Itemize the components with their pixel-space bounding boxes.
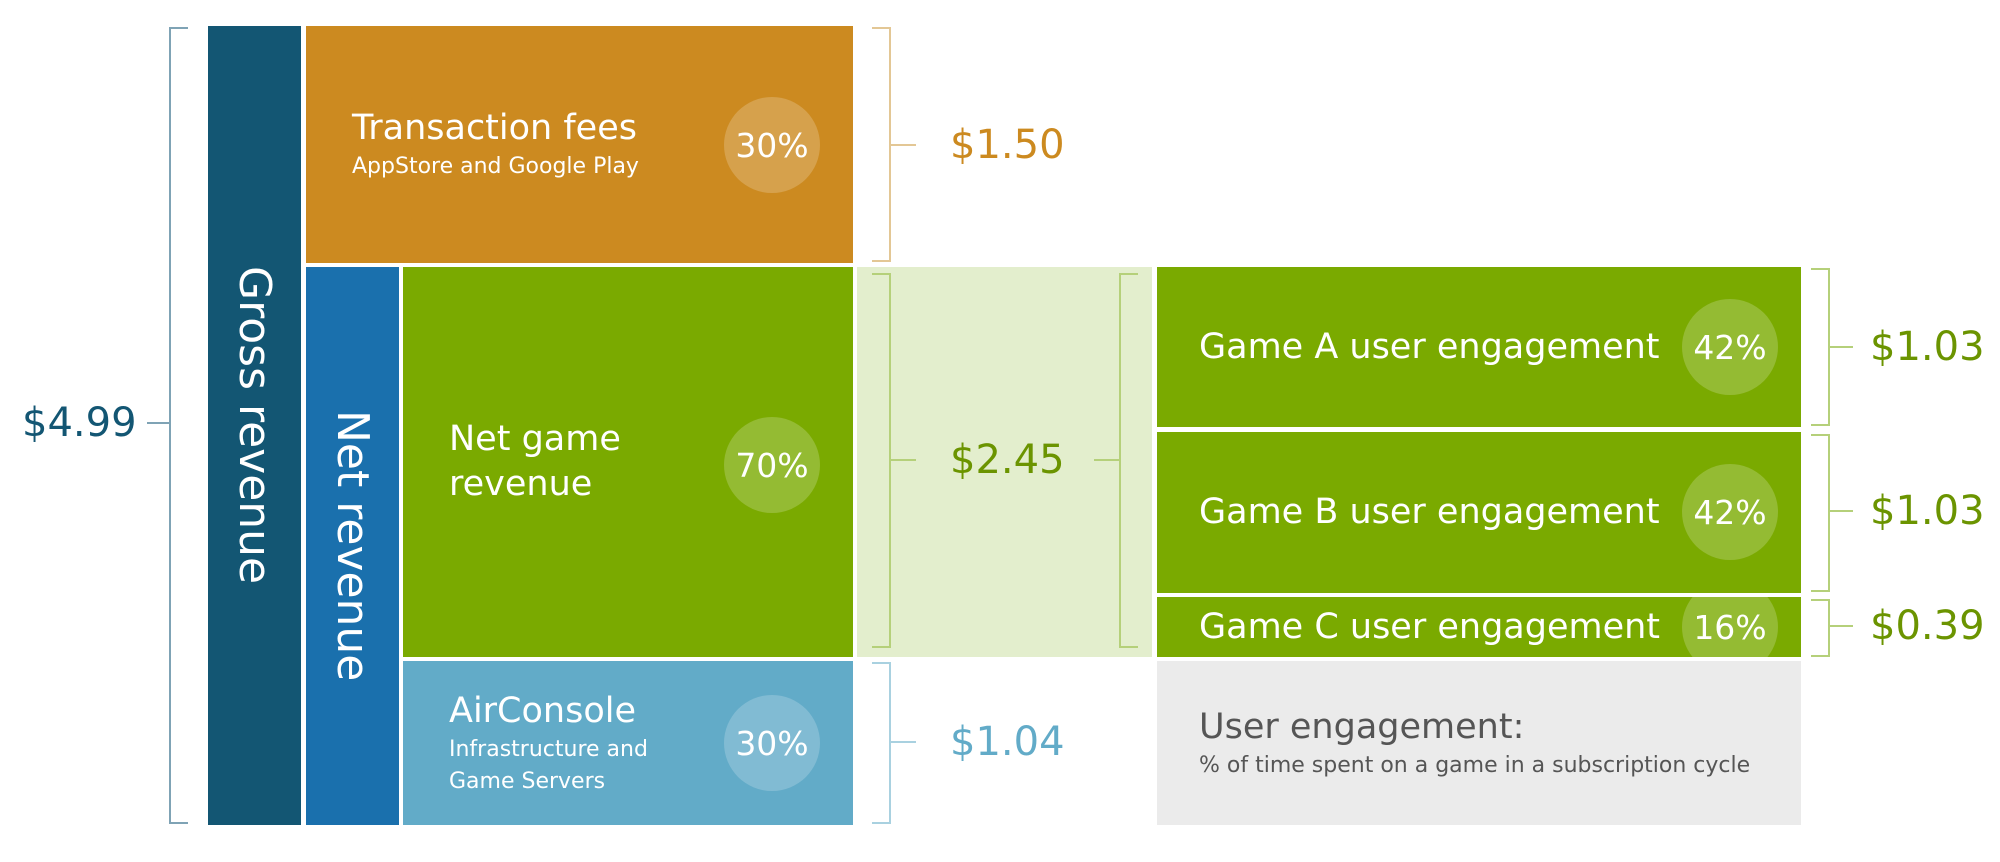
label: Gross revenue [229, 266, 280, 585]
percent: 70% [724, 417, 820, 513]
net-bar: Net revenue [306, 267, 399, 825]
bracket [147, 27, 188, 824]
airconsole-box: AirConsole Infrastructure and Game Serve… [403, 661, 853, 825]
percent: 16% [1682, 597, 1778, 657]
gross-bar: Gross revenue [208, 26, 301, 825]
percent: 42% [1682, 464, 1778, 560]
percent: 30% [724, 695, 820, 791]
bracket [872, 27, 916, 262]
title: Transaction fees [352, 108, 637, 148]
label: Net revenue [327, 410, 378, 682]
amount: $1.03 [1870, 488, 1985, 534]
title: Game A user engagement [1199, 326, 1660, 367]
bracket [1811, 599, 1853, 657]
bracket [1811, 434, 1853, 592]
amount: $2.45 [950, 437, 1065, 483]
subtitle: Infrastructure and Game Servers [449, 736, 648, 794]
amount: $1.03 [1870, 324, 1985, 370]
net-game-box: Net game revenue 70% [403, 267, 853, 657]
bracket [872, 662, 916, 824]
amount: $4.99 [22, 400, 137, 446]
game-box: Game A user engagement 42% [1157, 267, 1801, 427]
bracket [872, 273, 916, 648]
bracket [1094, 273, 1138, 648]
subtitle: AppStore and Google Play [352, 154, 639, 179]
amount: $1.50 [950, 122, 1065, 168]
panel [857, 267, 1152, 657]
bracket [1811, 268, 1853, 426]
title: Net game revenue [449, 419, 621, 504]
transaction-box: Transaction fees AppStore and Google Pla… [306, 26, 853, 263]
amount: $1.04 [950, 719, 1065, 765]
title: AirConsole [449, 690, 636, 731]
game-box: Game C user engagement 16% [1157, 597, 1801, 657]
percent: 42% [1682, 299, 1778, 395]
title: Game B user engagement [1199, 492, 1660, 532]
game-box: Game B user engagement 42% [1157, 432, 1801, 593]
amount: $0.39 [1870, 603, 1985, 649]
percent: 30% [724, 97, 820, 193]
legend-box: User engagement: % of time spent on a ga… [1157, 661, 1801, 825]
legend-title: User engagement: [1199, 706, 1525, 747]
title: Game C user engagement [1199, 606, 1661, 647]
legend-subtitle: % of time spent on a game in a subscript… [1199, 752, 1751, 778]
